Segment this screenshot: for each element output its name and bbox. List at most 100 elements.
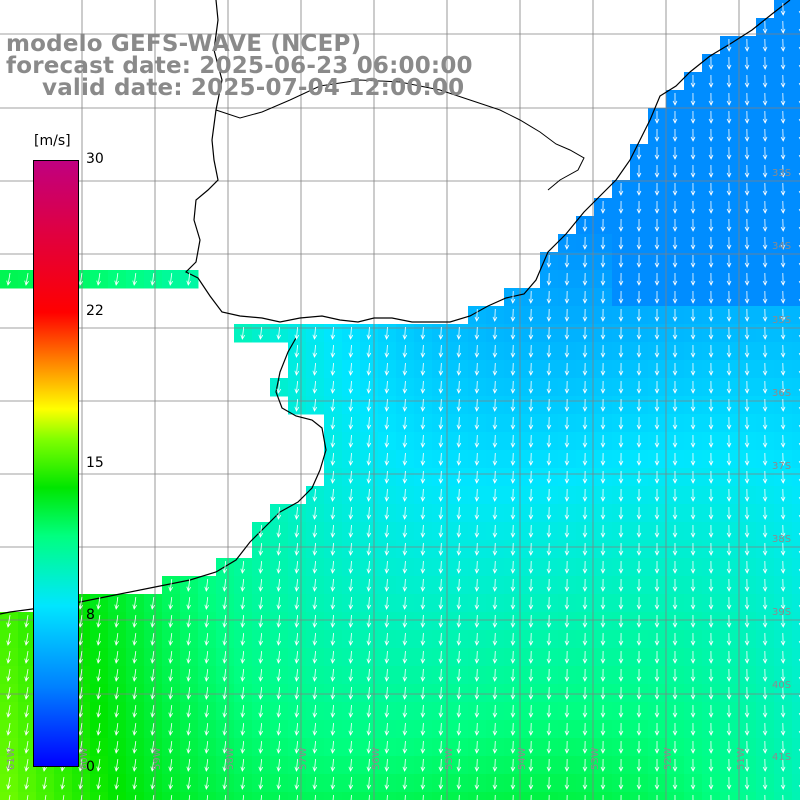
wind-arrow [168, 704, 174, 718]
wind-arrow [276, 326, 282, 340]
wind-arrow [690, 218, 696, 232]
wind-arrow [402, 668, 408, 682]
wind-arrow [96, 723, 101, 736]
wind-arrow [258, 578, 264, 592]
wind-arrow [690, 524, 696, 538]
wind-arrow [78, 705, 83, 718]
wind-arrow [474, 578, 480, 592]
wind-arrow [708, 344, 714, 358]
wind-arrow [636, 488, 642, 502]
wind-arrows [6, 2, 800, 800]
wind-arrow [672, 218, 678, 232]
wind-arrow [762, 200, 768, 214]
wind-arrow [206, 794, 209, 800]
wind-arrow [222, 686, 228, 700]
wind-arrow [708, 218, 714, 232]
wind-arrow [474, 614, 480, 628]
wind-arrow [312, 380, 318, 394]
wind-arrow [546, 578, 552, 592]
wind-arrow [492, 488, 498, 502]
wind-arrow [420, 740, 426, 754]
wind-arrow [456, 416, 462, 430]
wind-arrow [510, 686, 516, 700]
wind-arrow [672, 578, 678, 592]
wind-arrow [222, 722, 228, 736]
wind-arrow [240, 650, 246, 664]
wind-arrow [600, 632, 606, 646]
wind-arrow [582, 524, 588, 538]
wind-arrow [528, 776, 534, 790]
wind-arrow [710, 794, 712, 800]
wind-arrow [366, 632, 372, 646]
wind-arrow [726, 74, 732, 88]
wind-arrow [24, 669, 29, 682]
wind-arrow [474, 326, 480, 340]
wind-arrow [330, 686, 336, 700]
wind-arrow [348, 452, 354, 466]
wind-arrow [348, 632, 354, 646]
wind-arrow [762, 128, 768, 142]
wind-arrow [474, 686, 480, 700]
wind-arrow [564, 650, 570, 664]
wind-arrow [582, 416, 588, 430]
wind-arrow [726, 722, 732, 736]
wind-arrow [708, 56, 714, 70]
wind-arrow [546, 380, 552, 394]
wind-arrow [780, 650, 786, 664]
wind-arrow [690, 758, 696, 772]
wind-arrow [438, 470, 444, 484]
wind-arrow [24, 705, 29, 718]
wind-arrow [744, 326, 750, 340]
wind-arrow [600, 650, 606, 664]
wind-arrow [546, 758, 552, 772]
wind-arrow [690, 506, 696, 520]
wind-arrow [474, 560, 480, 574]
wind-arrow [384, 506, 390, 520]
wind-arrow [6, 759, 11, 772]
wind-arrow [384, 344, 390, 358]
wind-arrow [222, 560, 228, 574]
wind-arrow [546, 290, 552, 304]
wind-arrow [258, 758, 264, 772]
wind-arrow [726, 308, 732, 322]
wind-arrow [492, 686, 498, 700]
wind-arrow [762, 146, 768, 160]
wind-arrow [744, 524, 750, 538]
wind-arrow [582, 632, 588, 646]
wind-arrow [384, 380, 390, 394]
wind-arrow [330, 722, 336, 736]
wind-arrow [744, 452, 750, 466]
wind-cell [792, 162, 800, 181]
wind-arrow [708, 488, 714, 502]
wind-arrow [366, 398, 372, 412]
wind-arrow [618, 578, 624, 592]
wind-arrow [744, 686, 750, 700]
wind-arrow [96, 759, 101, 772]
wind-arrow [456, 524, 462, 538]
wind-arrow [132, 687, 138, 700]
wind-arrow [708, 722, 714, 736]
wind-arrow [618, 254, 624, 268]
wind-arrow [690, 182, 696, 196]
colorbar-tick-8: 8 [86, 607, 95, 623]
wind-cell [792, 234, 800, 253]
wind-arrow [672, 344, 678, 358]
wind-arrow [456, 380, 462, 394]
wind-arrow [726, 578, 732, 592]
wind-arrow [708, 596, 714, 610]
wind-arrow [600, 236, 606, 250]
wind-arrow [510, 452, 516, 466]
wind-arrow [96, 597, 101, 610]
lon-label: 55W [444, 747, 455, 770]
wind-arrow [726, 380, 732, 394]
wind-arrow [636, 452, 642, 466]
wind-arrow [528, 596, 534, 610]
wind-arrow [600, 200, 606, 214]
wind-arrow [492, 326, 498, 340]
wind-arrow [168, 614, 174, 628]
wind-arrow [330, 542, 336, 556]
wind-arrow [564, 560, 570, 574]
wind-arrow [384, 668, 390, 682]
wind-arrow [690, 344, 696, 358]
wind-arrow [222, 596, 228, 610]
